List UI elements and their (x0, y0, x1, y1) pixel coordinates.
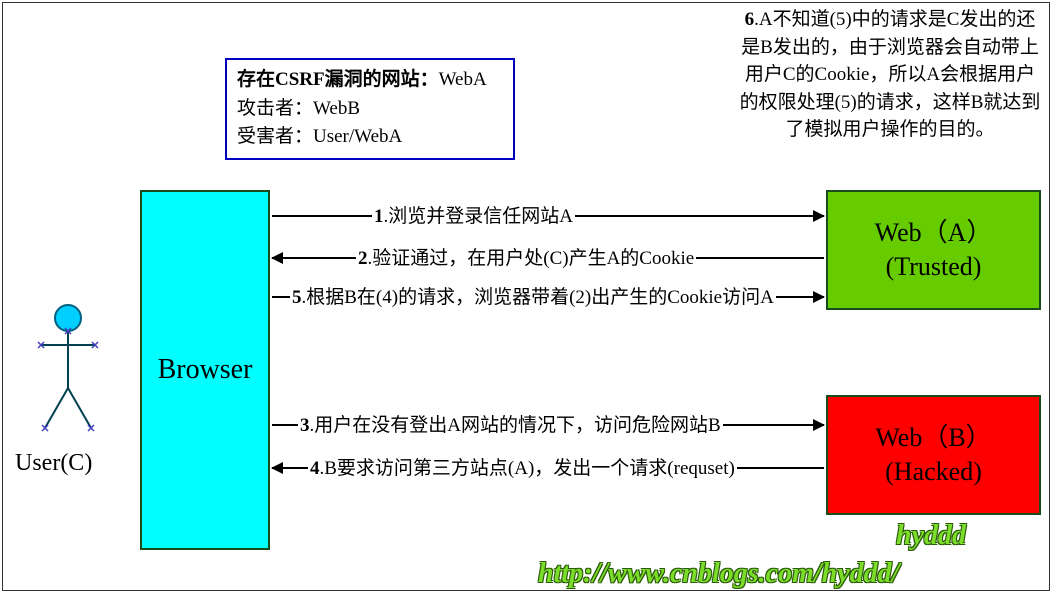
node-web-b: Web（B） (Hacked) (826, 395, 1041, 515)
node-web-a-line1: Web（A） (875, 216, 993, 250)
watermark-url: http://www.cnblogs.com/hyddd/ (538, 558, 899, 590)
arrow-label: 3.用户在没有登出A网站的情况下，访问危险网站B (298, 410, 723, 437)
arrow: 4.B要求访问第三方站点(A)，发出一个请求(requset) (272, 457, 824, 479)
node-browser: Browser (140, 190, 270, 550)
node-web-b-line2: (Hacked) (885, 455, 982, 489)
arrow: 5.根据B在(4)的请求，浏览器带着(2)出产生的Cookie访问A (272, 286, 824, 308)
arrow: 1.浏览并登录信任网站A (272, 205, 824, 227)
arrow-label: 4.B要求访问第三方站点(A)，发出一个请求(requset) (308, 453, 737, 480)
user-icon (23, 300, 113, 450)
user-label: User(C) (15, 450, 92, 477)
watermark-name: hyddd (896, 520, 966, 552)
arrow-label: 5.根据B在(4)的请求，浏览器带着(2)出产生的Cookie访问A (290, 282, 776, 309)
arrow: 3.用户在没有登出A网站的情况下，访问危险网站B (272, 414, 824, 436)
legend-line: 攻击者：WebB (237, 95, 503, 124)
legend-box: 存在CSRF漏洞的网站：WebA攻击者：WebB受害者：User/WebA (225, 58, 515, 160)
arrow-label: 1.浏览并登录信任网站A (372, 201, 575, 228)
node-web-a: Web（A） (Trusted) (826, 190, 1041, 310)
arrow-label: 2.验证通过，在用户处(C)产生A的Cookie (356, 243, 696, 270)
note-step6: 6.A不知道(5)中的请求是C发出的还是B发出的，由于浏览器会自动带上用户C的C… (738, 6, 1042, 144)
node-web-a-line2: (Trusted) (886, 250, 982, 284)
arrow: 2.验证通过，在用户处(C)产生A的Cookie (272, 247, 824, 269)
legend-line: 存在CSRF漏洞的网站：WebA (237, 66, 503, 95)
legend-line: 受害者：User/WebA (237, 123, 503, 152)
node-browser-label: Browser (158, 354, 253, 386)
node-web-b-line1: Web（B） (875, 421, 991, 455)
